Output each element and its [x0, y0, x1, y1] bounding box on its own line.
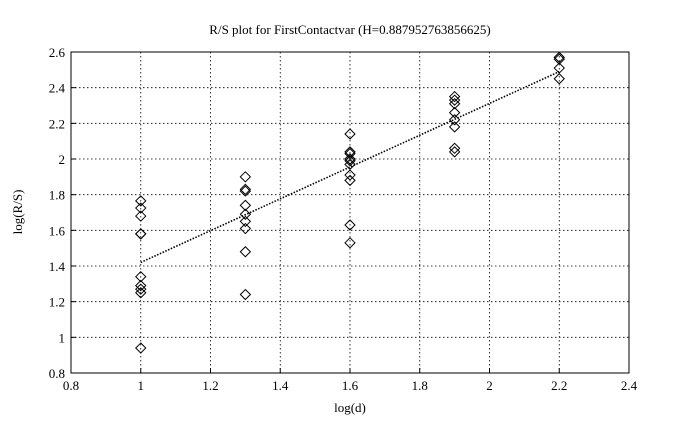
data-point [135, 287, 147, 299]
data-point [344, 155, 356, 167]
y-tick-label: 2.2 [49, 116, 65, 131]
y-tick-label: 2.6 [49, 45, 66, 60]
data-point [553, 73, 565, 85]
x-tick-label: 1.6 [342, 378, 359, 393]
data-point [135, 283, 147, 295]
data-point [135, 228, 147, 240]
data-point [135, 342, 147, 354]
x-tick-label: 1.2 [202, 378, 218, 393]
y-tick-label: 0.8 [49, 366, 65, 381]
data-point [239, 185, 252, 197]
data-point [239, 246, 252, 258]
data-point [239, 171, 252, 183]
data-point [448, 94, 461, 106]
data-point [135, 195, 147, 207]
data-point [239, 183, 252, 196]
data-point [239, 288, 252, 301]
y-tick-label: 1.8 [49, 188, 65, 203]
x-tick-label: 2.2 [551, 378, 567, 393]
y-axis-label: log(R/S) [10, 190, 25, 235]
data-point [448, 106, 461, 119]
plot-frame [70, 51, 630, 374]
x-axis-label: log(d) [334, 400, 366, 415]
data-point [448, 146, 461, 158]
x-tick-label: 0.8 [63, 378, 79, 393]
data-point [448, 98, 461, 110]
x-tick-label: 2.4 [621, 378, 638, 393]
y-tick-label: 2 [59, 152, 66, 167]
y-tick-label: 1.4 [49, 259, 66, 274]
x-tick-label: 2 [486, 378, 493, 393]
x-tick-label: 1 [138, 378, 145, 393]
data-point [448, 121, 461, 133]
data-point [344, 174, 356, 187]
x-tick-label: 1.4 [272, 378, 289, 393]
data-point [135, 202, 147, 214]
y-tick-label: 1.2 [49, 295, 65, 310]
data-point [239, 222, 252, 235]
chart-title: R/S plot for FirstContactvar (H=0.887952… [209, 22, 490, 37]
data-point [344, 219, 356, 231]
y-tick-label: 2.4 [49, 81, 66, 96]
data-point [135, 270, 147, 283]
data-point [239, 215, 252, 228]
data-point [135, 279, 147, 292]
data-point [239, 199, 252, 212]
data-point [344, 153, 356, 165]
data-point [344, 128, 356, 140]
x-tick-label: 1.8 [412, 378, 428, 393]
data-point [448, 142, 461, 155]
data-point [239, 208, 252, 220]
y-tick-label: 1.6 [49, 223, 66, 238]
data-point [344, 237, 356, 249]
data-point [448, 90, 461, 103]
y-tick-label: 1 [59, 330, 66, 345]
data-point [553, 53, 565, 65]
data-point [344, 169, 356, 181]
data-point [135, 210, 147, 222]
data-point [344, 146, 356, 158]
